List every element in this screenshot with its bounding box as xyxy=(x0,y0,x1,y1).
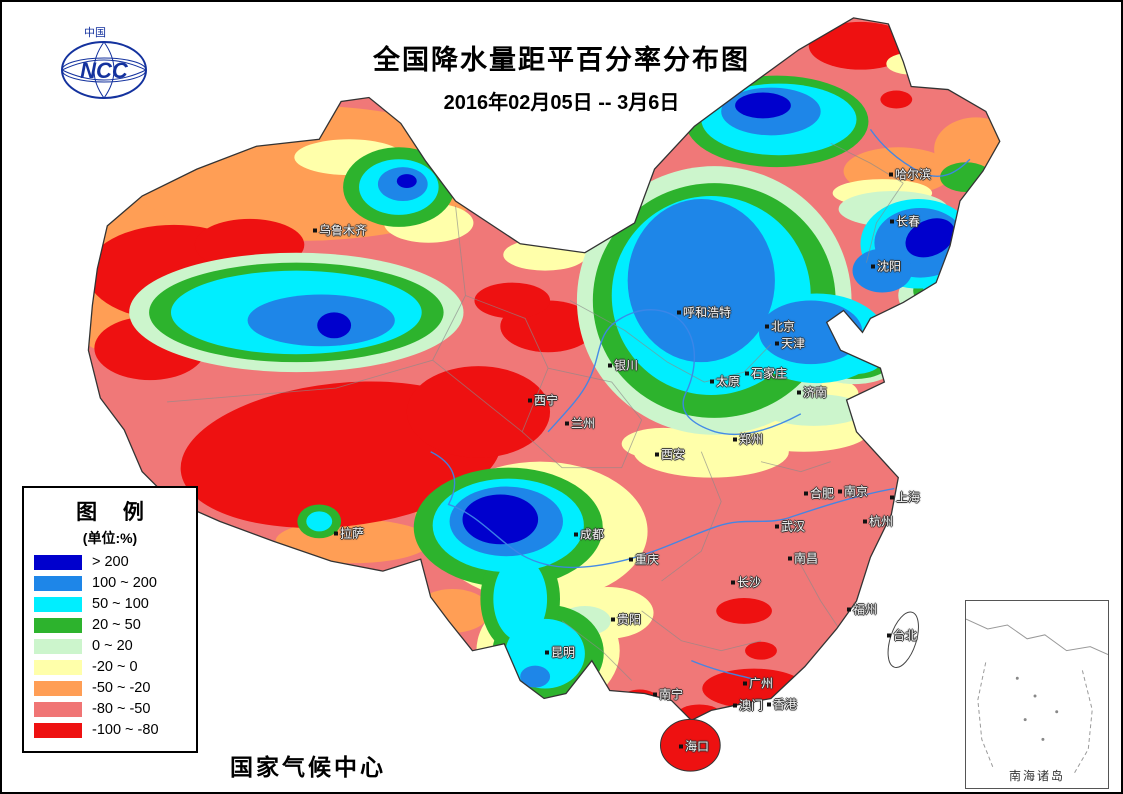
legend-items: > 200 100 ~ 200 50 ~ 100 20 ~ 50 0 ~ 20 -20 ~… xyxy=(24,554,196,738)
map-date-range: 2016年02月05日 -- 3月6日 xyxy=(443,92,680,114)
logo-country-label: 中国 xyxy=(84,26,106,39)
rivers xyxy=(430,128,971,681)
legend-item: -80 ~ -50 xyxy=(34,701,186,717)
hainan-island xyxy=(660,718,721,772)
legend-label: -100 ~ -80 xyxy=(92,722,159,738)
legend-item: > 200 xyxy=(34,554,186,570)
legend-label: 50 ~ 100 xyxy=(92,596,149,612)
legend-item: 100 ~ 200 xyxy=(34,575,186,591)
legend-label: > 200 xyxy=(92,554,129,570)
legend-label: 20 ~ 50 xyxy=(92,617,141,633)
legend-item: 0 ~ 20 xyxy=(34,638,186,654)
legend-swatch xyxy=(34,701,82,717)
legend-title: 图 例 xyxy=(76,501,154,524)
mainland-border xyxy=(87,17,1001,722)
logo-text: NCC xyxy=(80,58,129,83)
legend-item: -20 ~ 0 xyxy=(34,659,186,675)
map-title: 全国降水量距平百分率分布图 xyxy=(373,45,750,75)
legend-unit: (单位:%) xyxy=(82,530,138,546)
taiwan-island xyxy=(887,611,919,668)
legend-swatch xyxy=(34,617,82,633)
legend-item: -50 ~ -20 xyxy=(34,680,186,696)
legend-swatch xyxy=(34,554,82,570)
legend-swatch xyxy=(34,575,82,591)
legend-label: -80 ~ -50 xyxy=(92,701,151,717)
legend-label: -50 ~ -20 xyxy=(92,680,151,696)
legend-swatch xyxy=(34,638,82,654)
ncc-logo: 中国 NCC xyxy=(46,22,162,106)
south-china-sea-map xyxy=(965,618,1109,774)
legend-label: 0 ~ 20 xyxy=(92,638,133,654)
legend-item: 20 ~ 50 xyxy=(34,617,186,633)
legend-swatch xyxy=(34,680,82,696)
legend-swatch xyxy=(34,596,82,612)
source-label: 国家气候中心 xyxy=(230,754,386,780)
legend-item: -100 ~ -80 xyxy=(34,722,186,738)
legend-item: 50 ~ 100 xyxy=(34,596,186,612)
legend-label: -20 ~ 0 xyxy=(92,659,138,675)
legend-swatch xyxy=(34,722,82,738)
legend-box: 图 例 (单位:%) > 200 100 ~ 200 50 ~ 100 20 ~ 50… xyxy=(22,486,198,753)
south-china-sea-inset: 南海诸岛 xyxy=(965,600,1109,789)
legend-swatch xyxy=(34,659,82,675)
inset-label: 南海诸岛 xyxy=(1008,769,1065,783)
legend-label: 100 ~ 200 xyxy=(92,575,157,591)
province-borders xyxy=(166,142,904,681)
